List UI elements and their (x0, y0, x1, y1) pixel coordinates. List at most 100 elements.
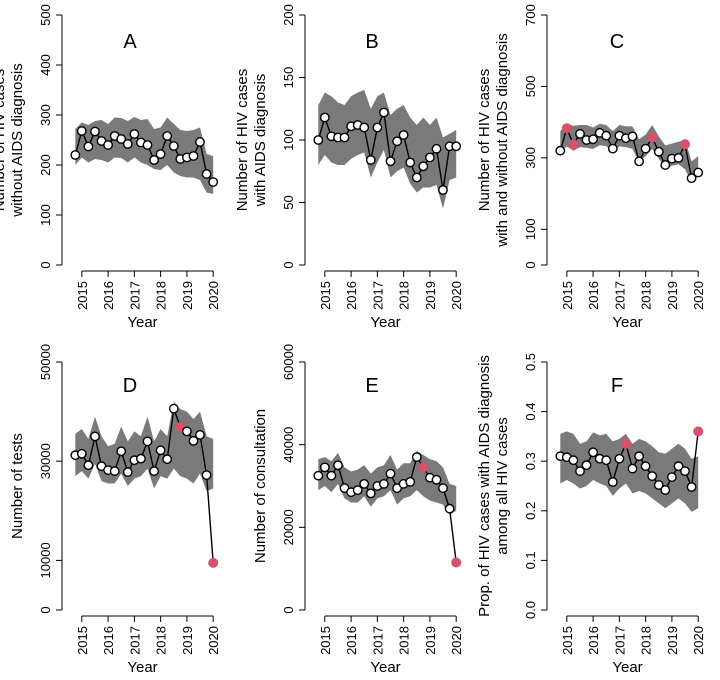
panel-b-y-tick-label: 0 (281, 261, 296, 268)
panel-e-data-point (378, 478, 389, 489)
panel-f-data-point (653, 480, 664, 490)
panel-e-highlight-point (451, 557, 462, 568)
panel-a-data-point (208, 177, 219, 187)
panel-b-data-point (339, 132, 350, 143)
panel-e-data-point (352, 485, 363, 495)
panel-a-y-tick-label: 200 (38, 154, 53, 176)
panel-f-x-tick-label: 2017 (612, 626, 627, 655)
panel-a-data-point (70, 150, 81, 160)
panel-e-data-point (411, 452, 422, 462)
panel-e-data-point (333, 460, 343, 471)
panel-f-data-point (667, 472, 677, 482)
panel-a-data-point (76, 126, 87, 136)
panel-b-data-point (398, 130, 409, 140)
panel-d-data-point (135, 453, 146, 464)
panel-c-highlight-point (647, 132, 658, 143)
panel-c-data-point (607, 143, 618, 154)
panel-f-data-point (588, 447, 598, 458)
panel-f: 0.0 0.1 0.2 0.3 0.4 0.5 2015 2016 2017 2018 2019 20… (476, 353, 706, 676)
panel-a-y-label: without AIDS diagnosis (9, 63, 26, 217)
panel-f-x-tick-label: 2018 (639, 626, 654, 655)
panel-c-x-tick-label: 2020 (691, 281, 706, 310)
panel-c-y-label: Number of HIV cases (476, 69, 493, 212)
panel-b-y-tick-label: 150 (281, 67, 296, 89)
panel-d-data-point (168, 403, 179, 414)
panel-f-x-tick-label: 2016 (586, 626, 601, 655)
panel-a-data-point (83, 141, 94, 152)
panel-a-data-point (90, 126, 100, 137)
panel-c-data-point (693, 167, 704, 178)
panel-a-data-point (155, 149, 166, 159)
panel-e-x-label: Year (370, 659, 400, 676)
panel-e-x-tick-label: 2017 (370, 626, 385, 655)
panel-d-data-point (188, 435, 199, 446)
panel-f-data-point (568, 455, 579, 466)
panel-a-y-tick-label: 400 (38, 54, 53, 76)
panel-d: 0 10000 30000 50000 2015 2016 2017 2018 2019 2020… (9, 344, 221, 676)
panel-c-data-point (653, 146, 664, 157)
panel-e-data-point (385, 468, 396, 479)
panel-c-x-label: Year (612, 314, 642, 331)
panel-f-data-point (581, 460, 592, 471)
panel-b-data-point (319, 112, 330, 123)
panel-b-x-tick-label: 2015 (318, 281, 333, 310)
panel-b-x-tick-label: 2016 (344, 281, 359, 310)
panel-e-y-tick-label: 60000 (281, 344, 296, 380)
panel-d-y-tick-label: 10000 (38, 542, 53, 578)
panel-e-data-point (438, 483, 448, 493)
panel-a-x-tick-label: 2015 (75, 281, 90, 310)
panel-b-prediction-band (318, 90, 457, 209)
panel-f-y-label: Prop. of HIV cases with AIDS diagnosis (476, 355, 493, 617)
panel-c-data-point (640, 143, 651, 154)
panel-d-data-point (83, 460, 94, 471)
panel-f-highlight-point (620, 438, 631, 449)
panel-f-data-point (607, 477, 618, 487)
panel-d-data-point (76, 448, 87, 459)
panel-c-y-tick-label: 100 (523, 218, 538, 240)
panel-a-data-point (122, 139, 133, 149)
panel-c-y-label: with and without AIDS diagnosis (494, 33, 511, 247)
panel-d-data-point (90, 431, 100, 442)
panel-f-y-tick-label: 0.5 (523, 353, 538, 371)
panel-c-data-point (686, 173, 697, 184)
panel-b: 0 50 100 150 200 2015 2016 2017 2018 2019 2020 Year… (234, 4, 464, 331)
panel-a-data-point (142, 140, 153, 150)
panel-a-data-point (201, 169, 212, 179)
panel-e-y-tick-label: 0 (281, 606, 296, 613)
panel-b-x-tick-label: 2019 (423, 281, 438, 310)
panel-d-x-tick-label: 2020 (206, 626, 221, 655)
panel-d-prediction-band (75, 401, 214, 491)
panel-c-x-tick-label: 2015 (560, 281, 575, 310)
panel-e-x-tick-label: 2015 (318, 626, 333, 655)
panel-d-x-tick-label: 2015 (75, 626, 90, 655)
panel-d-data-point (122, 467, 133, 477)
panel-c-y-tick-label: 0 (523, 261, 538, 268)
panel-e-data-point (359, 478, 370, 489)
panel-f-data-point (660, 485, 671, 495)
panel-a-x-tick-label: 2016 (101, 281, 116, 310)
panel-b-y-tick-label: 100 (281, 129, 296, 151)
panel-b-data-point (411, 172, 422, 183)
panel-e-data-point (431, 474, 442, 485)
panel-f-y-tick-label: 0.0 (523, 601, 538, 619)
panel-e-data-point (405, 476, 416, 487)
panel-d-data-point (155, 445, 166, 456)
panel-d-x-tick-label: 2016 (101, 626, 116, 655)
panel-e: 0 20000 40000 60000 2015 2016 2017 2018 2019 2020… (252, 344, 464, 676)
panel-f-data-point (680, 466, 690, 476)
panel-d-data-point (109, 466, 120, 476)
panel-a-data-point (103, 140, 114, 150)
panel-a-data-point (195, 137, 205, 147)
panel-b-x-tick-label: 2017 (370, 281, 385, 310)
panel-d-y-label: Number of tests (9, 433, 26, 539)
panel-f-data-point (686, 482, 697, 492)
panel-d-data-point (181, 426, 192, 437)
panel-b-y-label: Number of HIV cases (234, 69, 251, 212)
panel-e-y-tick-label: 20000 (281, 509, 296, 545)
panel-c-x-tick-label: 2019 (665, 281, 680, 310)
panel-b-data-point (359, 122, 370, 133)
panel-a-x-tick-label: 2017 (127, 281, 142, 310)
panel-f-x-tick-label: 2020 (691, 626, 706, 655)
panel-b-data-point (418, 161, 429, 172)
